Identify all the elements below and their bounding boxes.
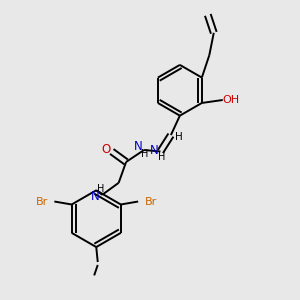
Text: O: O: [102, 142, 111, 156]
Text: N: N: [134, 140, 143, 153]
Text: Br: Br: [145, 196, 157, 206]
Text: H: H: [158, 152, 166, 162]
Text: N: N: [150, 143, 159, 157]
Text: H: H: [176, 132, 183, 142]
Text: OH: OH: [222, 95, 239, 105]
Text: Br: Br: [35, 196, 48, 206]
Text: H: H: [141, 149, 148, 160]
Text: H: H: [97, 184, 104, 194]
Text: N: N: [90, 190, 99, 203]
